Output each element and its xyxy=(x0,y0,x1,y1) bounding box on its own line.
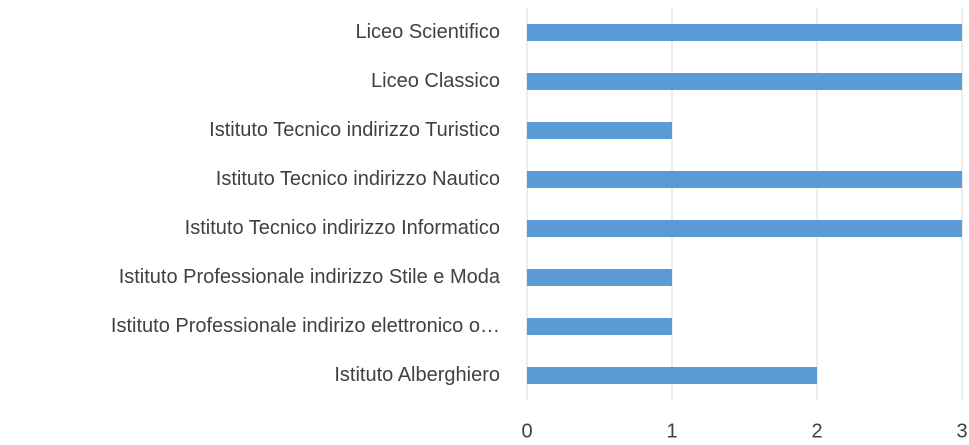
bar xyxy=(527,122,672,139)
bar xyxy=(527,318,672,335)
y-tick-label: Istituto Professionale indirizzo Stile e… xyxy=(119,266,501,288)
x-tick-label: 1 xyxy=(666,420,677,442)
bar xyxy=(527,220,962,237)
y-tick-label: Istituto Tecnico indirizzo Informatico xyxy=(185,217,500,239)
bar xyxy=(527,269,672,286)
y-tick-label: Istituto Tecnico indirizzo Nautico xyxy=(216,168,500,190)
bar xyxy=(527,24,962,41)
bar xyxy=(527,73,962,90)
y-tick-label: Liceo Classico xyxy=(371,70,500,92)
x-tick-label: 0 xyxy=(521,420,532,442)
y-tick-label: Istituto Tecnico indirizzo Turistico xyxy=(209,119,500,141)
y-tick-label: Istituto Alberghiero xyxy=(334,364,500,386)
bar xyxy=(527,367,817,384)
x-tick-label: 3 xyxy=(956,420,967,442)
x-tick-label: 2 xyxy=(811,420,822,442)
y-tick-label: Istituto Professionale indirizo elettron… xyxy=(111,315,500,337)
bar xyxy=(527,171,962,188)
y-tick-label: Liceo Scientifico xyxy=(355,21,500,43)
